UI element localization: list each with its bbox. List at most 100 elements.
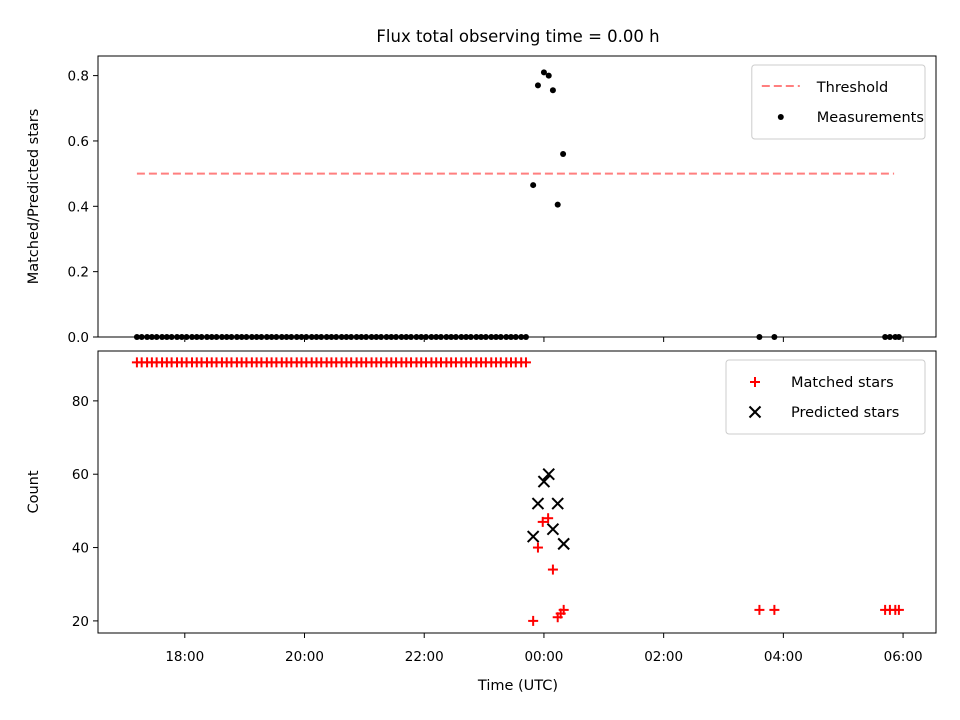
ratio-dot-point <box>258 334 265 340</box>
x-tick-label: 22:00 <box>405 649 444 665</box>
ratio-dot-point <box>163 334 170 340</box>
ratio-dot-point <box>560 151 567 158</box>
ratio-dot-point <box>408 334 415 340</box>
ratio-dot-point <box>534 82 541 89</box>
count-x-point-b <box>537 475 551 488</box>
ratio-dot-point <box>208 334 215 340</box>
count-ytick-label: 80 <box>72 394 89 410</box>
ratio-ytick-label: 0.0 <box>68 330 89 346</box>
count-plus-point <box>520 357 531 368</box>
ratio-dot-point <box>138 334 145 340</box>
count-plus-point <box>769 604 780 615</box>
ratio-dot-point <box>368 334 375 340</box>
ratio-legend-measurements-label: Measurements <box>817 110 924 126</box>
ratio-dot-point <box>228 334 235 340</box>
count-ytick-label: 20 <box>72 614 89 630</box>
ratio-dot-point <box>353 334 360 340</box>
count-plus-point <box>532 542 543 553</box>
ratio-dot-point <box>318 334 325 340</box>
count-x-point <box>551 497 564 510</box>
ratio-dot-point <box>333 334 340 340</box>
ratio-dot-point <box>198 334 205 340</box>
count-legend-predicted-stars-swatch-b <box>748 405 762 419</box>
ratio-dot-point <box>522 334 529 340</box>
x-tick-label: 06:00 <box>884 649 923 665</box>
count-y-axis-label: Count <box>26 470 42 513</box>
x-axis-label: Time (UTC) <box>477 678 558 694</box>
ratio-dot-point <box>388 334 395 340</box>
count-plus-point <box>547 564 558 575</box>
count-x-point <box>546 523 560 536</box>
ratio-dot-point <box>512 334 519 340</box>
count-plus-point <box>543 513 554 524</box>
ratio-dot-point <box>328 334 335 340</box>
ratio-dot-point <box>283 334 290 340</box>
ratio-ytick-label: 0.8 <box>68 69 89 85</box>
ratio-dot-point <box>343 334 350 340</box>
ratio-dot-point <box>288 334 295 340</box>
ratio-dot-point <box>771 334 778 340</box>
ratio-dot-point <box>452 334 459 340</box>
ratio-dot-point <box>530 182 537 189</box>
ratio-dot-point <box>248 334 255 340</box>
ratio-dot-point <box>482 334 489 340</box>
ratio-dot-point <box>448 334 455 340</box>
ratio-dot-point <box>308 334 315 340</box>
ratio-dot-point <box>383 334 390 340</box>
count-x-point <box>537 475 551 488</box>
ratio-dot-point <box>144 334 151 340</box>
ratio-dot-point <box>398 334 405 340</box>
count-legend-predicted-stars-swatch <box>748 405 762 419</box>
count-ytick-label: 60 <box>72 467 89 483</box>
ratio-dot-point <box>378 334 385 340</box>
x-tick-label: 02:00 <box>644 649 683 665</box>
ratio-dot-point <box>148 334 155 340</box>
ratio-dot-point <box>508 334 515 340</box>
ratio-dot-point <box>303 334 310 340</box>
ratio-dot-point <box>193 334 200 340</box>
ratio-dot-point <box>298 334 305 340</box>
x-tick-label: 04:00 <box>764 649 803 665</box>
ratio-dot-point <box>323 334 330 340</box>
ratio-dot-point <box>886 334 893 340</box>
ratio-dot-point <box>467 334 474 340</box>
x-tick-label: 00:00 <box>524 649 563 665</box>
count-legend-box <box>725 359 926 435</box>
ratio-dot-point <box>243 334 250 340</box>
ratio-dot-point <box>554 201 561 208</box>
ratio-dot-point <box>458 334 465 340</box>
ratio-panel: 0.0 0.2 0.4 0.6 0.8 Matched/Predicted stars Th… <box>26 55 937 346</box>
ratio-dot-point <box>273 334 280 340</box>
ratio-dot-point <box>153 334 160 340</box>
ratio-dot-point <box>418 334 425 340</box>
ratio-dot-point <box>373 334 380 340</box>
ratio-dot-point <box>213 334 220 340</box>
ratio-dot-point <box>159 334 166 340</box>
ratio-dot-point <box>503 334 510 340</box>
ratio-dot-point <box>203 334 210 340</box>
ratio-dot-point <box>253 334 260 340</box>
count-x-point-b <box>546 523 560 536</box>
ratio-dot-point <box>518 334 525 340</box>
ratio-dot-point <box>358 334 365 340</box>
count-ytick-label: 40 <box>72 541 89 557</box>
ratio-dot-point <box>443 334 450 340</box>
ratio-dot-point <box>293 334 300 340</box>
ratio-dot-point <box>263 334 270 340</box>
count-plus-point <box>558 604 569 615</box>
count-plus-point <box>754 604 765 615</box>
ratio-dot-point <box>433 334 440 340</box>
count-legend-matched-stars-label: Matched stars <box>791 375 894 391</box>
ratio-legend-measurements-swatch <box>777 114 784 120</box>
count-x-point-b <box>542 468 555 481</box>
count-x-point-b <box>551 497 564 510</box>
ratio-ytick-label: 0.2 <box>68 265 89 281</box>
ratio-dot-point <box>428 334 435 340</box>
ratio-dot-point <box>218 334 225 340</box>
chart-title: Flux total observing time = 0.00 h <box>376 27 659 46</box>
ratio-dot-point <box>403 334 410 340</box>
x-tick-label: 18:00 <box>165 649 204 665</box>
ratio-dot-point <box>188 334 195 340</box>
ratio-dot-point <box>313 334 320 340</box>
